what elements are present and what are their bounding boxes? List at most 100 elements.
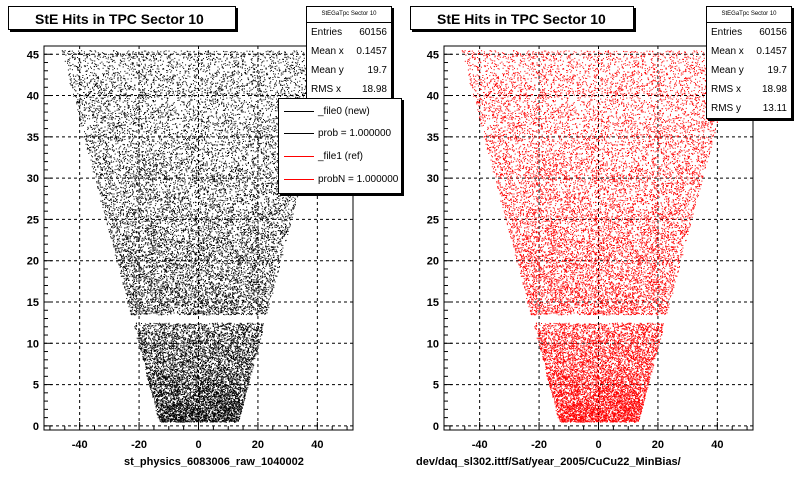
- scatter-point: [273, 221, 275, 223]
- scatter-point: [155, 266, 157, 268]
- scatter-point: [244, 194, 246, 196]
- scatter-point: [221, 237, 223, 239]
- scatter-point: [118, 239, 120, 241]
- scatter-point: [245, 347, 246, 349]
- scatter-point: [237, 307, 239, 309]
- scatter-point: [235, 415, 237, 417]
- scatter-point: [189, 148, 191, 150]
- scatter-point: [222, 195, 224, 197]
- scatter-point: [145, 353, 147, 354]
- scatter-point: [161, 372, 162, 374]
- scatter-point: [184, 337, 186, 339]
- scatter-point: [203, 260, 205, 262]
- scatter-point: [226, 166, 228, 168]
- scatter-point: [218, 224, 220, 226]
- scatter-point: [247, 357, 249, 359]
- scatter-point: [190, 91, 192, 93]
- scatter-point: [139, 136, 141, 138]
- scatter-point: [150, 235, 152, 237]
- scatter-point: [131, 140, 133, 141]
- scatter-point: [127, 95, 129, 96]
- scatter-point: [87, 110, 89, 112]
- scatter-point: [208, 278, 210, 280]
- scatter-point: [219, 235, 221, 237]
- scatter-point: [241, 182, 243, 184]
- scatter-point: [212, 265, 214, 267]
- scatter-point: [119, 221, 121, 223]
- scatter-point: [195, 354, 197, 356]
- scatter-point: [156, 309, 158, 311]
- scatter-point: [175, 307, 177, 309]
- scatter-point: [187, 75, 189, 77]
- scatter-point: [280, 217, 282, 219]
- scatter-point: [120, 226, 122, 228]
- scatter-point: [116, 123, 118, 125]
- scatter-point: [102, 94, 104, 96]
- scatter-point: [198, 283, 200, 285]
- scatter-point: [124, 94, 126, 96]
- scatter-point: [140, 136, 142, 138]
- scatter-point: [231, 222, 233, 223]
- scatter-point: [155, 325, 157, 327]
- scatter-point: [175, 51, 177, 53]
- scatter-point: [223, 191, 225, 193]
- scatter-point: [84, 116, 86, 118]
- scatter-point: [294, 87, 296, 89]
- scatter-point: [242, 83, 244, 85]
- scatter-point: [120, 145, 122, 147]
- scatter-point: [206, 170, 208, 172]
- scatter-point: [205, 187, 206, 189]
- scatter-point: [192, 383, 194, 385]
- scatter-point: [208, 87, 210, 89]
- scatter-point: [162, 60, 164, 62]
- scatter-point: [248, 354, 250, 356]
- scatter-point: [279, 210, 281, 212]
- scatter-point: [200, 123, 202, 125]
- scatter-point: [246, 92, 248, 94]
- scatter-point: [149, 149, 151, 151]
- scatter-point: [209, 199, 211, 201]
- scatter-point: [157, 401, 159, 403]
- scatter-point: [170, 374, 172, 376]
- scatter-point: [175, 182, 176, 184]
- scatter-point: [266, 222, 268, 224]
- scatter-point: [139, 271, 141, 273]
- scatter-point: [134, 135, 136, 137]
- scatter-point: [150, 171, 152, 173]
- scatter-point: [266, 94, 268, 96]
- scatter-point: [150, 383, 152, 384]
- scatter-point: [288, 77, 290, 79]
- scatter-point: [224, 346, 226, 348]
- scatter-point: [253, 164, 255, 166]
- scatter-point: [189, 211, 191, 213]
- scatter-point: [212, 224, 214, 226]
- scatter-point: [141, 323, 142, 324]
- scatter-point: [137, 182, 139, 184]
- scatter-point: [188, 398, 190, 400]
- scatter-point: [166, 93, 168, 95]
- scatter-point: [236, 167, 238, 168]
- scatter-point: [172, 59, 174, 61]
- scatter-point: [264, 174, 266, 176]
- scatter-point: [191, 94, 193, 95]
- scatter-point: [273, 201, 275, 203]
- scatter-point: [135, 103, 137, 105]
- scatter-point: [211, 216, 213, 218]
- scatter-point: [186, 240, 188, 242]
- scatter-point: [153, 231, 155, 233]
- scatter-point: [178, 323, 180, 325]
- scatter-point: [238, 235, 240, 237]
- scatter-point: [139, 137, 141, 138]
- scatter-point: [141, 214, 143, 216]
- scatter-point: [267, 281, 269, 283]
- scatter-point: [120, 84, 122, 86]
- scatter-point: [271, 257, 273, 259]
- scatter-point: [162, 116, 164, 118]
- scatter-point: [229, 345, 231, 347]
- scatter-point: [150, 367, 152, 369]
- scatter-point: [173, 412, 175, 413]
- scatter-point: [249, 281, 251, 283]
- scatter-point: [210, 164, 212, 166]
- scatter-point: [162, 282, 163, 284]
- scatter-point: [195, 415, 197, 417]
